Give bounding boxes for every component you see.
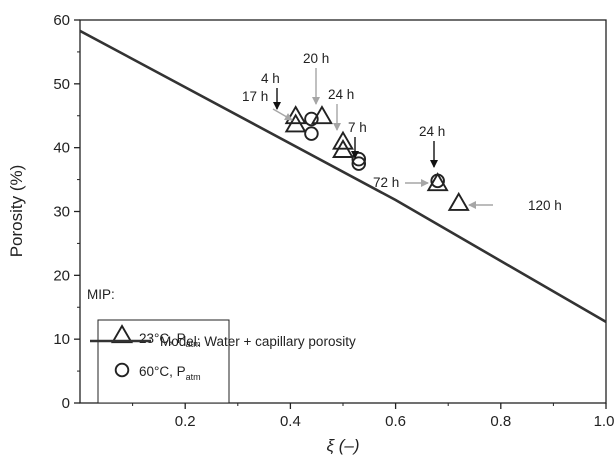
legend-subscript: atm (186, 372, 201, 382)
triangle-marker (447, 191, 470, 211)
y-tick-label: 40 (53, 140, 70, 157)
triangle-marker (426, 172, 449, 192)
y-tick-label: 10 (53, 331, 70, 348)
y-tick-label: 50 (53, 76, 70, 93)
y-tick-label: 60 (53, 12, 70, 29)
x-tick-label: 0.8 (490, 413, 511, 430)
legend: 23°C, Patm 60°C, Patm (111, 324, 201, 382)
legend-title: MIP: (87, 287, 115, 302)
annotation-label: 4 h (261, 71, 280, 86)
annotation-label: 20 h (303, 51, 329, 66)
x-tick-label: 0.2 (175, 413, 196, 430)
x-tick-label: 1.0 (594, 413, 615, 430)
x-tick-label: 0.6 (385, 413, 406, 430)
legend-label-model: Model: Water + capillary porosity (160, 334, 356, 349)
circle-marker (304, 111, 319, 127)
y-tick-label: 0 (62, 395, 70, 412)
triangle-marker (332, 130, 354, 150)
legend-box (97, 319, 230, 404)
axis-ticks (74, 19, 607, 409)
x-axis-title: ξ (–) (326, 436, 359, 455)
circle-marker (430, 173, 445, 189)
annotation-label: 24 h (419, 124, 445, 139)
annotation-arrow (272, 108, 293, 121)
legend-circle-icon (114, 362, 130, 378)
annotation-label: 24 h (328, 87, 354, 102)
model-line (80, 29, 606, 324)
legend-model-entry: Model: Water + capillary porosity (90, 334, 356, 349)
circle-marker (304, 126, 319, 141)
annotation-label: 72 h (373, 175, 399, 190)
annotation-label: 120 h (528, 198, 562, 213)
x-tick-label: 0.4 (280, 413, 301, 430)
y-axis-title: Porosity (%) (7, 165, 26, 258)
y-tick-label: 20 (53, 267, 70, 284)
y-tick-label: 30 (53, 204, 70, 221)
data-markers (284, 105, 470, 211)
tick-labels: 0.2 0.4 0.6 0.8 1.0 0 10 20 30 40 50 60 (53, 12, 614, 430)
legend-subscript: atm (186, 339, 201, 349)
legend-label-23c: 23°C, Patm (139, 331, 201, 349)
annotation-label: 17 h (242, 89, 268, 104)
annotations: 17 h 4 h 20 h 24 h 7 h 24 h 72 h 120 h (242, 51, 562, 213)
legend-label-60c: 60°C, Patm (139, 364, 201, 382)
annotation-label: 7 h (348, 120, 367, 135)
